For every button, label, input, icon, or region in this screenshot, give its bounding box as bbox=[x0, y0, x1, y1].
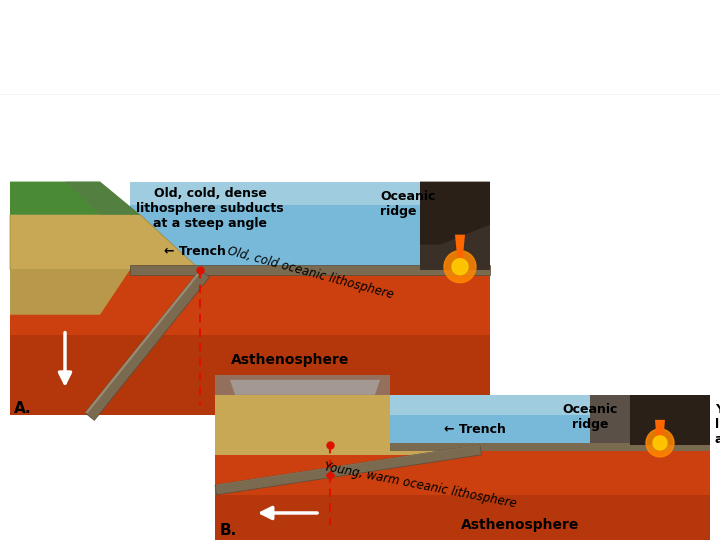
Polygon shape bbox=[390, 395, 710, 445]
Polygon shape bbox=[215, 495, 710, 540]
Polygon shape bbox=[420, 181, 490, 245]
Polygon shape bbox=[455, 235, 465, 267]
Text: Oceanic
ridge: Oceanic ridge bbox=[562, 403, 618, 431]
Text: Oceanic
ridge: Oceanic ridge bbox=[380, 190, 436, 218]
Polygon shape bbox=[10, 214, 200, 269]
Polygon shape bbox=[215, 445, 483, 485]
Polygon shape bbox=[10, 335, 490, 415]
Polygon shape bbox=[630, 395, 710, 445]
Text: The Angle of Plate Subduction Depends
on Its Density: The Angle of Plate Subduction Depends on… bbox=[13, 12, 665, 73]
Polygon shape bbox=[10, 269, 490, 415]
Polygon shape bbox=[85, 269, 210, 420]
Polygon shape bbox=[390, 443, 710, 451]
Polygon shape bbox=[10, 269, 130, 315]
Polygon shape bbox=[130, 181, 490, 205]
Text: Old, cold oceanic lithosphere: Old, cold oceanic lithosphere bbox=[225, 244, 395, 301]
Polygon shape bbox=[390, 395, 710, 415]
Text: A.: A. bbox=[14, 401, 32, 416]
Text: ← Trench: ← Trench bbox=[444, 423, 506, 436]
Polygon shape bbox=[420, 181, 490, 269]
Circle shape bbox=[452, 259, 468, 275]
Text: B.: B. bbox=[220, 523, 238, 538]
Text: Young, warm, buoyant
lithosphere subducts
at a low angle: Young, warm, buoyant lithosphere subduct… bbox=[715, 403, 720, 447]
Text: Asthenosphere: Asthenosphere bbox=[231, 353, 349, 367]
Polygon shape bbox=[130, 181, 490, 269]
Polygon shape bbox=[10, 181, 140, 214]
Polygon shape bbox=[230, 380, 380, 395]
Polygon shape bbox=[590, 395, 710, 445]
Circle shape bbox=[444, 251, 476, 283]
Text: ← Trench: ← Trench bbox=[164, 245, 226, 258]
Circle shape bbox=[646, 429, 674, 457]
Polygon shape bbox=[215, 395, 390, 445]
Text: Young, warm oceanic lithosphere: Young, warm oceanic lithosphere bbox=[323, 460, 517, 510]
Text: Asthenosphere: Asthenosphere bbox=[461, 518, 579, 532]
Polygon shape bbox=[215, 445, 710, 540]
Polygon shape bbox=[655, 420, 665, 445]
Polygon shape bbox=[65, 181, 140, 214]
Polygon shape bbox=[215, 375, 390, 395]
Circle shape bbox=[653, 436, 667, 450]
Polygon shape bbox=[215, 445, 482, 495]
Polygon shape bbox=[130, 265, 490, 275]
Text: Old, cold, dense
lithosphere subducts
at a steep angle: Old, cold, dense lithosphere subducts at… bbox=[136, 187, 284, 230]
Polygon shape bbox=[215, 445, 480, 455]
Polygon shape bbox=[85, 269, 203, 413]
